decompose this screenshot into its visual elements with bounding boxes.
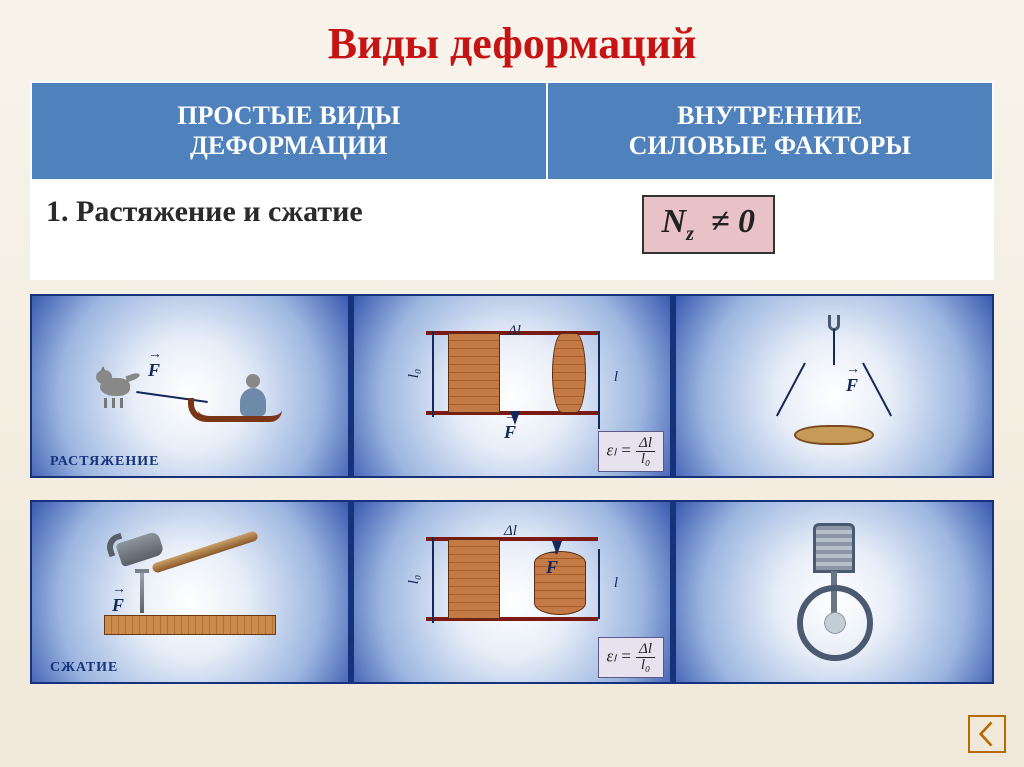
dim-l: l bbox=[614, 369, 618, 386]
col1-header-l2: ДЕФОРМАЦИИ bbox=[190, 131, 387, 160]
col1-header: ПРОСТЫЕ ВИДЫ ДЕФОРМАЦИИ bbox=[31, 82, 547, 180]
dim-l0-c: l₀ bbox=[406, 574, 423, 583]
col1-header-l1: ПРОСТЫЕ ВИДЫ bbox=[177, 101, 400, 130]
tension-strip: F РАСТЯЖЕНИЕ l₀ Δl l F εₗ = Δll₀ F bbox=[30, 294, 994, 478]
formula-rel: ≠ bbox=[711, 203, 730, 240]
rider-icon bbox=[240, 388, 266, 416]
dim-delta-l-c: Δl bbox=[504, 523, 517, 540]
formula-rhs: 0 bbox=[738, 203, 755, 240]
eps-lhs-c: εₗ = bbox=[607, 646, 632, 665]
flywheel-icon bbox=[797, 585, 873, 661]
epsilon-formula-tension: εₗ = Δll₀ bbox=[598, 431, 664, 472]
dim-delta-l: Δl bbox=[508, 323, 521, 340]
bar-original bbox=[448, 333, 500, 413]
tension-bars: l₀ Δl l F bbox=[392, 311, 632, 461]
dim-l0: l₀ bbox=[406, 368, 423, 377]
down-arrow-icon-c bbox=[552, 541, 562, 569]
deformation-table: ПРОСТЫЕ ВИДЫ ДЕФОРМАЦИИ ВНУТРЕННИЕ СИЛОВ… bbox=[30, 81, 994, 280]
wolf-icon bbox=[96, 364, 140, 402]
compression-diagram-panel: l₀ Δl l F εₗ = Δll₀ bbox=[353, 501, 671, 683]
load-icon bbox=[794, 425, 874, 445]
force-label-hammer: F bbox=[112, 595, 124, 616]
eps-lhs: εₗ = bbox=[607, 440, 632, 459]
rope-vertical bbox=[833, 329, 835, 365]
cylinder-icon bbox=[813, 523, 855, 573]
row1-formula-cell: Nz ≠ 0 bbox=[547, 180, 994, 279]
col2-header-l1: ВНУТРЕННИЕ bbox=[677, 101, 862, 130]
force-vector-label: F bbox=[148, 360, 160, 381]
slide-title: Виды деформаций bbox=[30, 18, 994, 69]
col2-header-l2: СИЛОВЫЕ ФАКТОРЫ bbox=[629, 131, 911, 160]
tension-load-panel: F bbox=[675, 295, 993, 477]
compression-strip: F СЖАТИЕ l₀ Δl l F εₗ = Δll₀ bbox=[30, 500, 994, 684]
eps-den: l₀ bbox=[636, 452, 655, 467]
compression-mechanism-panel bbox=[675, 501, 993, 683]
nail-icon bbox=[140, 573, 144, 613]
tension-caption: РАСТЯЖЕНИЕ bbox=[50, 454, 160, 470]
nz-formula: Nz ≠ 0 bbox=[642, 195, 776, 254]
col2-header: ВНУТРЕННИЕ СИЛОВЫЕ ФАКТОРЫ bbox=[547, 82, 994, 180]
pulley-scene: F bbox=[774, 311, 894, 461]
eps-num-c: Δl bbox=[636, 642, 655, 658]
compression-example-panel: F СЖАТИЕ bbox=[31, 501, 349, 683]
down-arrow-icon bbox=[510, 411, 520, 425]
compression-caption: СЖАТИЕ bbox=[50, 660, 118, 676]
bar-original-c bbox=[448, 539, 500, 619]
dim-l-c: l bbox=[614, 575, 618, 592]
hammer-handle-icon bbox=[151, 530, 259, 574]
formula-var: N bbox=[662, 203, 687, 240]
bar-stretched bbox=[552, 333, 586, 413]
tension-diagram-panel: l₀ Δl l F εₗ = Δll₀ bbox=[353, 295, 671, 477]
force-label-pulley: F bbox=[846, 375, 858, 396]
chevron-left-icon bbox=[970, 717, 1004, 751]
epsilon-formula-compression: εₗ = Δll₀ bbox=[598, 637, 664, 678]
eps-den-c: l₀ bbox=[636, 658, 655, 673]
piston-mechanism bbox=[769, 517, 899, 667]
formula-sub: z bbox=[686, 223, 694, 245]
compression-bars: l₀ Δl l F bbox=[392, 517, 632, 667]
board-icon bbox=[104, 615, 276, 635]
row1-label-cell: 1. Растяжение и сжатие bbox=[31, 180, 547, 279]
eps-num: Δl bbox=[636, 436, 655, 452]
hammer-scene: F bbox=[80, 517, 300, 667]
sled-scene: F bbox=[90, 326, 290, 446]
tension-example-panel: F РАСТЯЖЕНИЕ bbox=[31, 295, 349, 477]
force-arrow-label: F bbox=[504, 422, 516, 443]
prev-slide-button[interactable] bbox=[968, 715, 1006, 753]
